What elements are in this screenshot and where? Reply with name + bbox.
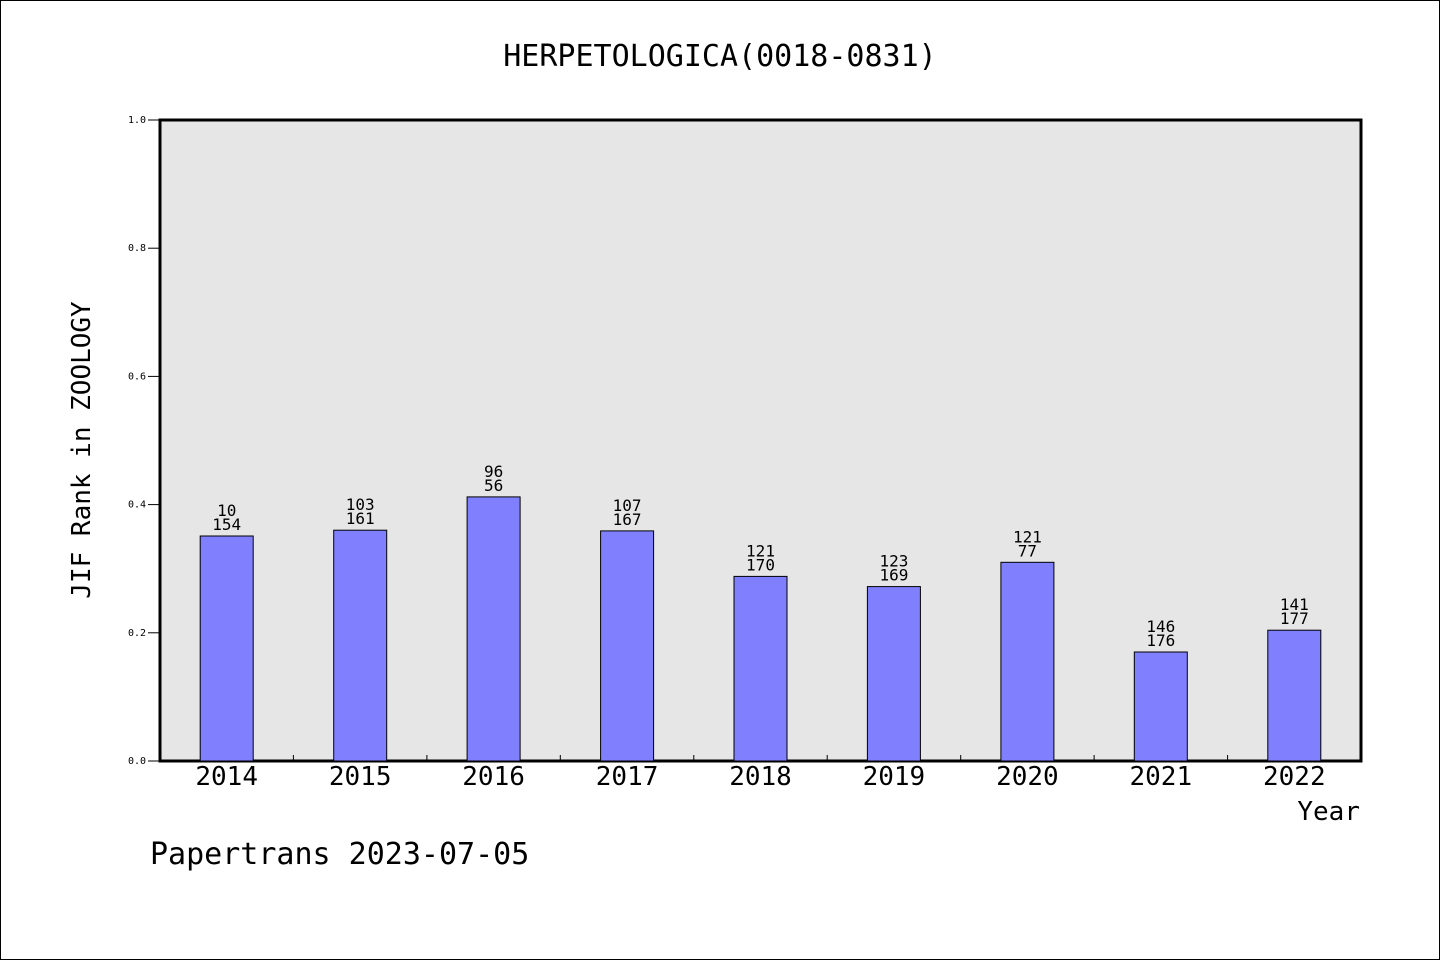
bar-label-top-2015: 103 [346, 495, 375, 514]
bar-2015 [333, 529, 388, 762]
x-tick-label-2015: 2015 [329, 762, 392, 792]
x-tick-label-2018: 2018 [729, 762, 792, 792]
x-tick-label-2021: 2021 [1129, 762, 1192, 792]
bar-label-bottom-2015: 161 [346, 509, 375, 528]
bar-2021 [1133, 651, 1188, 762]
bar-label-top-2018: 121 [746, 541, 775, 560]
bar-label-top-2022: 141 [1280, 595, 1309, 614]
y-tick-label-0.8: 0.8 [128, 243, 146, 254]
bar-2014 [199, 535, 254, 762]
x-tick-label-2014: 2014 [195, 762, 258, 792]
x-tick-label-2019: 2019 [863, 762, 926, 792]
x-axis: 2014 2015 2016 2017 2018 2019 2020 2021 2022 [195, 755, 1326, 792]
bar-label-top-2014: 10 [217, 501, 236, 520]
x-tick-label-2020: 2020 [996, 762, 1059, 792]
bar-label-bottom-2022: 177 [1280, 609, 1309, 628]
bars [199, 496, 1322, 762]
footer-watermark: Papertrans 2023-07-05 [150, 837, 529, 872]
bar-2018 [733, 575, 788, 762]
y-tick-label-0.2: 0.2 [128, 628, 146, 639]
x-tick-label-2016: 2016 [462, 762, 525, 792]
bar-label-bottom-2016: 56 [484, 476, 503, 495]
bar-label-top-2020: 121 [1013, 527, 1042, 546]
bar-label-bottom-2017: 167 [613, 510, 642, 529]
bar-label-top-2019: 123 [879, 552, 908, 571]
y-axis: 0.0 0.2 0.4 0.6 0.8 1.0 [128, 115, 160, 767]
bar-2019 [866, 586, 921, 762]
x-axis-title: Year [1297, 797, 1360, 827]
bar-label-bottom-2020: 77 [1018, 541, 1037, 560]
bar-2022 [1267, 629, 1322, 762]
chart-title: HERPETOLOGICA(0018-0831) [503, 39, 936, 74]
y-tick-label-0.0: 0.0 [128, 756, 146, 767]
y-tick-label-0.6: 0.6 [128, 371, 146, 382]
bar-2016 [466, 496, 521, 762]
bar-label-top-2016: 96 [484, 462, 503, 481]
x-tick-label-2017: 2017 [596, 762, 659, 792]
bar-2017 [600, 530, 655, 762]
x-tick-label-2022: 2022 [1263, 762, 1326, 792]
bar-label-bottom-2014: 154 [212, 515, 241, 534]
y-tick-label-0.4: 0.4 [128, 500, 146, 511]
y-tick-label-1.0: 1.0 [128, 115, 146, 126]
bar-label-top-2021: 146 [1146, 617, 1175, 636]
bar-label-bottom-2018: 170 [746, 555, 775, 574]
y-axis-title: JIF Rank in ZOOLOGY [67, 301, 97, 599]
bar-2020 [1000, 561, 1055, 762]
bar-label-bottom-2019: 169 [879, 566, 908, 585]
bar-label-bottom-2021: 176 [1146, 631, 1175, 650]
bar-label-top-2017: 107 [613, 496, 642, 515]
